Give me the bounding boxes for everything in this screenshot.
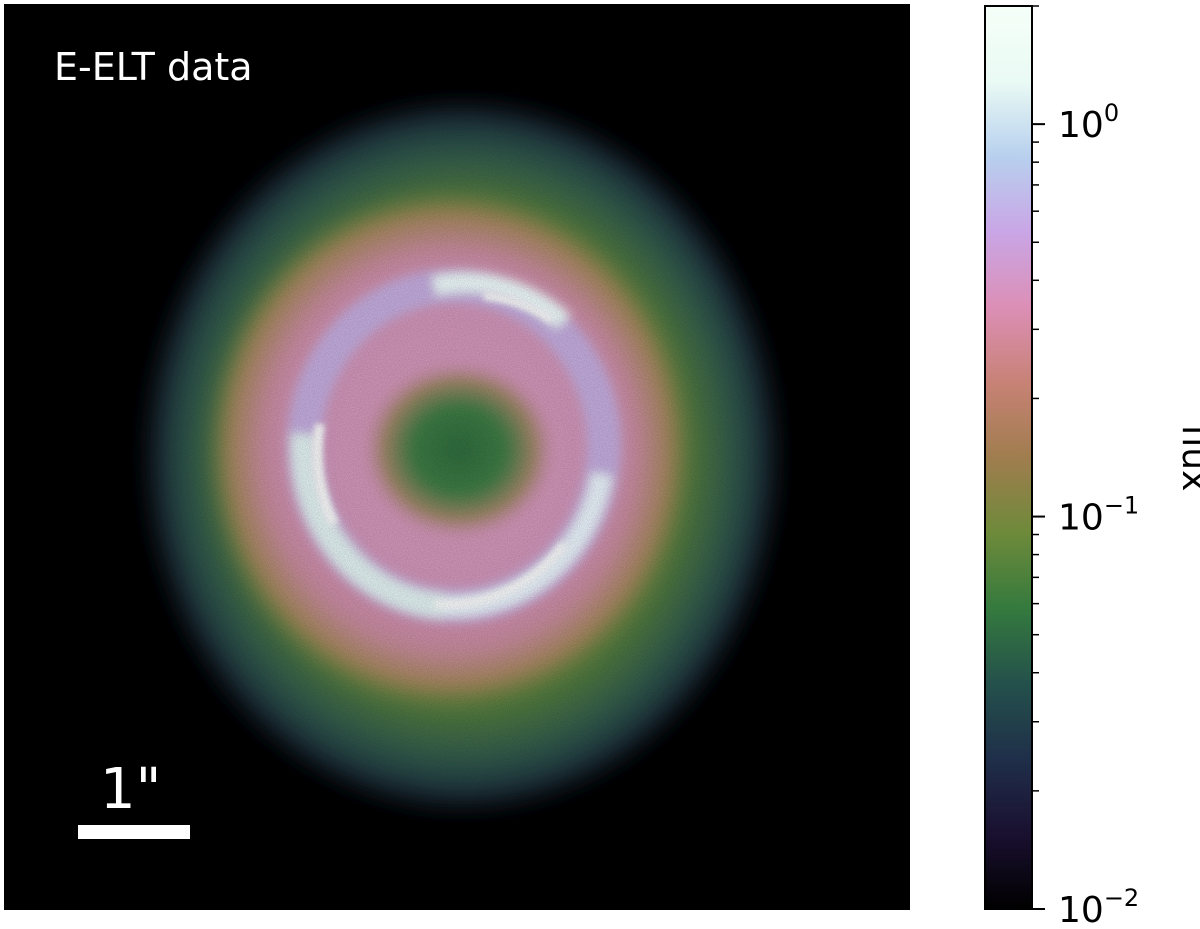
colorbar-tick-label: 100 [1058,99,1119,146]
tick-base: 10 [1058,498,1104,539]
tick-base: 10 [1058,890,1104,929]
panel-title: E-ELT data [54,45,253,89]
lens-image-panel: E-ELT data 1" [4,4,910,910]
scale-bar-label: 1" [100,757,162,822]
tick-base: 10 [1058,105,1104,146]
tick-exponent: −1 [1104,492,1139,520]
noise-texture [132,88,792,824]
scale-bar [78,825,190,839]
colorbar-tick-label: 10−1 [1058,492,1139,539]
colorbar-ticks [1032,5,1045,910]
colorbar-label: flux [1174,425,1200,492]
tick-exponent: −2 [1104,884,1139,912]
lens-image [4,4,910,910]
colorbar-gradient [984,5,1033,910]
colorbar-tick-label: 10−2 [1058,884,1139,929]
tick-exponent: 0 [1104,99,1119,127]
